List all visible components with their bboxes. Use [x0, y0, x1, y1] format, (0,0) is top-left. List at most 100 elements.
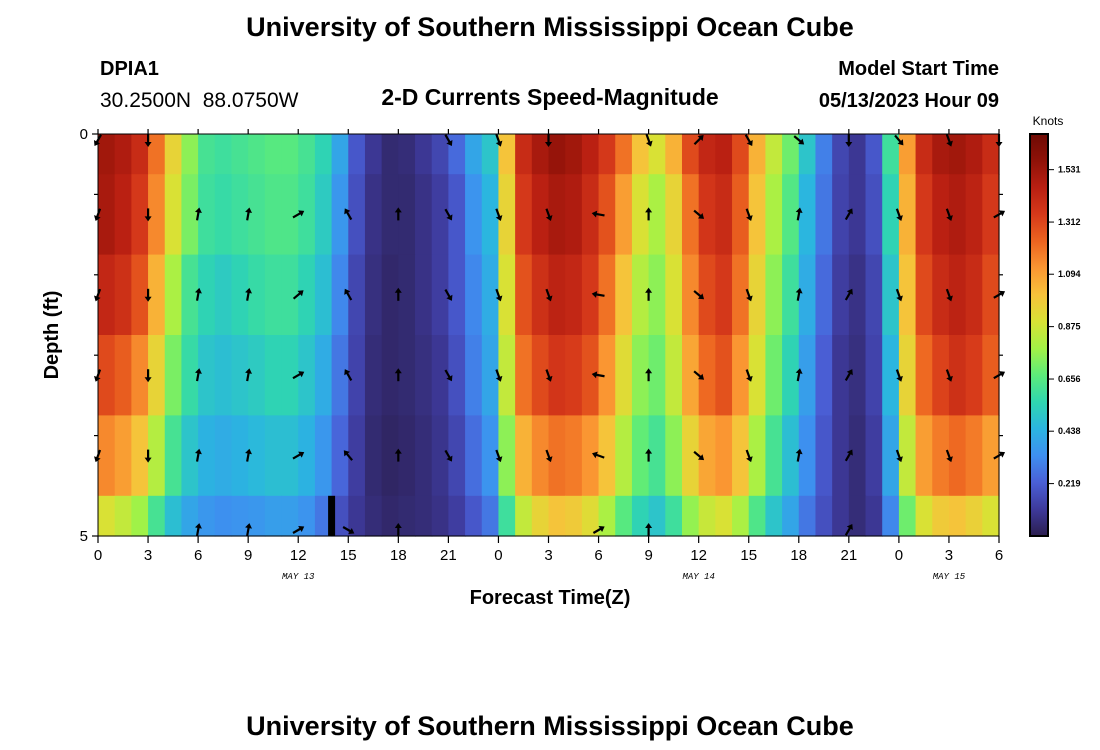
arrow-head: [195, 448, 202, 455]
heatmap-cell: [364, 415, 383, 497]
heatmap-cell: [631, 415, 650, 497]
heatmap-cell: [581, 134, 600, 175]
arrow-head: [298, 525, 305, 533]
heatmap-cell: [448, 254, 466, 336]
heatmap-cell: [915, 495, 933, 537]
arrow-head: [495, 295, 503, 302]
time-marker: [328, 495, 336, 536]
heatmap-cell: [765, 335, 783, 416]
heatmap-cell: [782, 254, 800, 336]
heatmap-cell: [848, 134, 867, 175]
arrow-head: [298, 210, 305, 217]
heatmap-cell: [398, 174, 416, 256]
heatmap-cell: [264, 415, 283, 497]
heatmap-cell: [882, 495, 900, 537]
heatmap-cell: [698, 254, 716, 336]
heatmap-cell: [898, 335, 917, 416]
arrow-head: [795, 368, 803, 374]
heatmap-cell: [932, 254, 950, 336]
station-coords: 30.2500N 88.0750W: [100, 89, 299, 112]
heatmap-cell: [148, 415, 166, 497]
direction-arrow: [795, 287, 803, 301]
arrow-head: [144, 377, 152, 383]
direction-arrow: [195, 368, 202, 382]
heatmap-cell: [598, 174, 616, 256]
heatmap-cell: [898, 134, 917, 175]
heatmap-cell: [681, 415, 700, 497]
heatmap-cell: [131, 415, 149, 497]
direction-arrow: [745, 449, 753, 463]
heatmap-cell: [665, 335, 683, 416]
heatmap-cell: [98, 495, 116, 537]
heatmap-cell: [815, 335, 833, 416]
colorbar-tick-label: 0.656: [1058, 374, 1081, 384]
direction-arrow: [343, 450, 353, 461]
heatmap-cell: [214, 174, 233, 256]
heatmap-cell: [965, 174, 983, 256]
heatmap-cell: [98, 134, 116, 175]
heatmap-cell: [631, 254, 650, 336]
heatmap-cell: [732, 134, 750, 175]
direction-arrow: [292, 451, 305, 460]
heatmap-cell: [314, 254, 333, 336]
heatmap-cell: [665, 415, 683, 497]
direction-arrow: [144, 134, 152, 147]
heatmap-cell: [698, 335, 716, 416]
heatmap-cell: [648, 254, 666, 336]
heatmap-cell: [214, 335, 233, 416]
heatmap-cell: [815, 415, 833, 497]
heatmap-cell: [581, 415, 600, 497]
date-label: MAY 15: [933, 572, 966, 582]
heatmap-cell: [865, 415, 883, 497]
heatmap-cell: [965, 335, 983, 416]
heatmap-cell: [481, 174, 500, 256]
direction-arrow: [645, 523, 653, 536]
arrow-head: [946, 375, 953, 382]
heatmap-cell: [498, 335, 516, 416]
heatmap-cell: [298, 254, 316, 336]
model-start-time: 05/13/2023 Hour 09: [819, 90, 999, 112]
heatmap-cell: [815, 134, 833, 175]
arrow-head: [746, 139, 753, 147]
arrow-head: [495, 375, 503, 382]
heatmap-cell: [915, 335, 933, 416]
heatmap-cell: [882, 134, 900, 175]
date-labels: MAY 13 MAY 14 MAY 15: [282, 572, 966, 582]
direction-arrow: [394, 368, 402, 382]
heatmap-cell: [481, 415, 500, 497]
direction-arrow: [645, 287, 653, 301]
heatmap-cell: [264, 254, 283, 336]
x-tick-label: 6: [594, 547, 602, 564]
heatmap-cell: [815, 254, 833, 336]
heatmap-cell: [715, 174, 733, 256]
heatmap-cell: [598, 335, 616, 416]
heatmap-cell: [448, 134, 466, 175]
heatmap-cell: [732, 254, 750, 336]
arrow-head: [846, 288, 853, 295]
heatmap-cell: [181, 254, 199, 336]
x-tick-label: 9: [244, 547, 252, 564]
heatmap-cell: [548, 254, 566, 336]
arrow-head: [998, 210, 1006, 217]
arrow-head: [446, 375, 453, 382]
heatmap-cell: [515, 495, 533, 537]
direction-arrow: [945, 369, 953, 382]
direction-arrow: [144, 449, 152, 463]
heatmap-cell: [915, 134, 933, 175]
x-tick-label: 3: [544, 547, 552, 564]
heatmap-cell: [581, 495, 600, 537]
arrow-head: [144, 457, 152, 463]
heatmap-cell: [732, 335, 750, 416]
heatmap-cell: [615, 254, 633, 336]
direction-arrow: [292, 210, 305, 219]
heatmap-cell: [314, 495, 333, 537]
arrow-head: [344, 208, 351, 215]
heatmap-cell: [698, 495, 716, 537]
heatmap-cell: [148, 254, 166, 336]
heatmap-cell: [581, 174, 600, 256]
arrow-head: [795, 207, 803, 214]
heatmap-cell: [298, 134, 316, 175]
heatmap-cell: [681, 254, 700, 336]
heatmap-cell: [832, 134, 850, 175]
arrow-head: [394, 523, 402, 528]
